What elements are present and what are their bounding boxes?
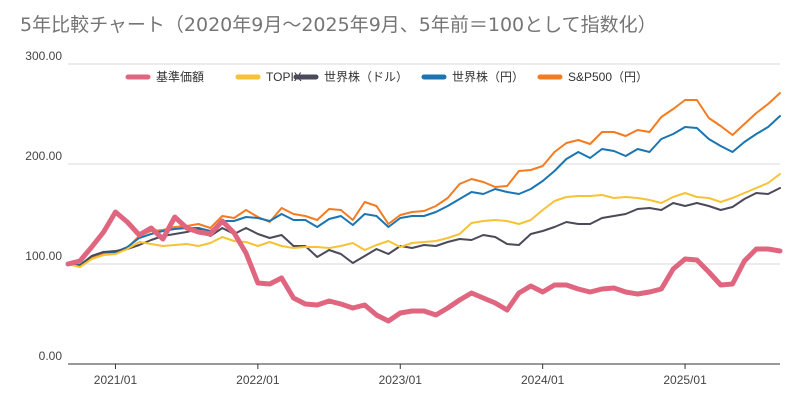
legend: 基準価額 TOPIX 世界株（ドル） 世界株（円） S&P500（円） (125, 69, 648, 84)
x-axis: 2021/01 2022/01 2023/01 2024/01 2025/01 (94, 364, 707, 387)
x-tick-label: 2022/01 (236, 373, 280, 387)
chart-title: 5年比較チャート（2020年9月〜2025年9月、5年前＝100として指数化） (20, 14, 657, 36)
series-line (67, 173, 781, 268)
series-line (65, 209, 783, 324)
grid-lines (68, 63, 780, 365)
legend-label: 世界株（円） (452, 69, 524, 84)
y-tick-label: 100.00 (25, 249, 62, 263)
x-tick-label: 2024/01 (521, 373, 565, 387)
x-tick-label: 2025/01 (663, 373, 707, 387)
series-line (67, 187, 781, 267)
series-line (67, 92, 781, 266)
y-tick-label: 300.00 (25, 49, 62, 63)
x-tick-label: 2021/01 (94, 373, 138, 387)
legend-label: S&P500（円） (568, 70, 648, 84)
legend-label: 基準価額 (156, 69, 204, 84)
y-axis: 0.00 100.00 200.00 300.00 (25, 49, 62, 363)
series-lines (65, 92, 783, 324)
y-tick-label: 200.00 (25, 149, 62, 163)
legend-label: 世界株（ドル） (324, 69, 408, 84)
x-tick-label: 2023/01 (379, 373, 423, 387)
y-tick-label: 0.00 (39, 349, 63, 363)
legend-label: TOPIX (266, 70, 302, 84)
